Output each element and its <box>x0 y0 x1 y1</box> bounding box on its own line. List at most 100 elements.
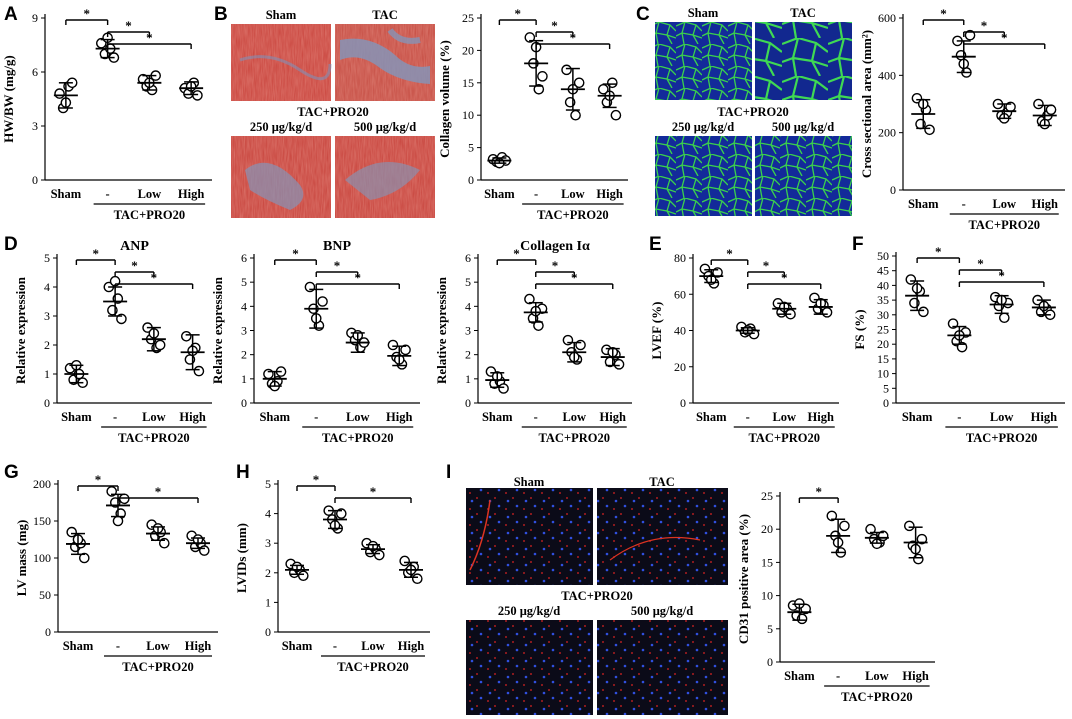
chart-f-sig-star-1: * <box>977 256 984 271</box>
chart-g-ylabel: LV mass (mg) <box>14 520 29 597</box>
chart-b-point-1-2 <box>533 83 545 95</box>
chart-b-ylabel: Collagen volume (%) <box>437 40 452 158</box>
chart-a-ytick-label-3: 9 <box>32 11 38 25</box>
micrograph-b-sham <box>231 24 332 101</box>
chart-d3-ytick-label-3: 3 <box>465 324 471 338</box>
chart-c-category-label-1: - <box>962 197 966 211</box>
chart-h-category-label-0: Sham <box>282 639 313 653</box>
chart-c: 0 200 400 600 Cross sectional area (mm²) Sham… <box>859 6 1065 232</box>
chart-b-sig-star-2: * <box>570 30 577 45</box>
chart-f-point-2-2 <box>999 312 1010 324</box>
chart-e-sig-star-1: * <box>763 258 770 273</box>
chart-g: 0 50 100 150 200 LV mass (mg) Sham - Low High TAC+… <box>14 472 218 674</box>
chart-f-category-label-3: High <box>1031 410 1057 424</box>
chart-i-category-label-3: High <box>902 669 928 683</box>
chart-i-ytick-label-3: 15 <box>761 555 773 569</box>
micrograph-b-group-label: TAC+PRO20 <box>297 105 368 119</box>
chart-f-sig-star-0: * <box>935 244 942 259</box>
chart-f-ytick-label-0: 0 <box>883 396 889 410</box>
micrograph-b-sham-label: Sham <box>266 8 297 22</box>
chart-d2-category-label-1: - <box>314 410 318 424</box>
chart-i-point-2-0 <box>865 523 876 535</box>
chart-d2-category-label-3: High <box>386 410 412 424</box>
chart-b-ytick-label-4: 20 <box>462 43 474 57</box>
chart-b-point-3-3 <box>610 109 622 121</box>
panel-label-h: H <box>236 462 250 483</box>
panel-label-b: B <box>214 4 228 25</box>
chart-d-bnp: 0 1 2 3 4 5 6 Relative expression BNP Sham - Low Hig… <box>210 239 420 445</box>
chart-e-ytick-label-4: 80 <box>674 251 686 265</box>
chart-b-point-2-2 <box>570 109 581 121</box>
chart-i-point-1-3 <box>839 520 850 532</box>
micrograph-group-i: Sham TAC TAC+PRO20 250 μg/kg/d 500 μg/kg… <box>466 475 728 715</box>
micrograph-i-group-label: TAC+PRO20 <box>561 589 632 603</box>
chart-c-ytick-label-2: 400 <box>878 68 896 82</box>
chart-b-ytick-label-3: 15 <box>462 76 474 90</box>
chart-a: 0 3 6 9 HW/BW (mg/g) Sham - Low High TAC+PRO20 * * * <box>1 6 212 222</box>
chart-b-ytick-label-0: 0 <box>468 173 474 187</box>
chart-d2-category-label-2: Low <box>346 410 370 424</box>
chart-a-point-3-3 <box>192 90 203 101</box>
chart-e-ytick-label-0: 0 <box>680 396 686 410</box>
chart-f-point-0-0 <box>905 274 917 285</box>
chart-a-sig-star-2: * <box>146 30 153 45</box>
chart-e: 0 20 40 60 80 LVEF (%) Sham - Low High TAC+PRO20 * *… <box>649 246 839 445</box>
chart-g-category-label-1: - <box>116 639 120 653</box>
chart-g-point-3-3 <box>198 545 210 556</box>
chart-d1-point-3-0 <box>181 330 192 342</box>
chart-i-category-label-1: - <box>836 669 840 683</box>
chart-d3-category-label-1: - <box>534 410 538 424</box>
chart-i-category-label-2: Low <box>865 669 889 683</box>
chart-i-point-3-0 <box>904 520 915 532</box>
chart-c-ylabel: Cross sectional area (mm²) <box>859 30 874 178</box>
chart-e-sig-star-2: * <box>781 270 788 285</box>
chart-e-ytick-label-1: 20 <box>674 360 686 374</box>
chart-d3-point-0-3 <box>498 383 509 394</box>
chart-f-ytick-label-10: 50 <box>877 249 889 263</box>
chart-b-ytick-label-5: 25 <box>462 11 474 25</box>
micrograph-i-250 <box>466 620 593 715</box>
chart-i-point-3-3 <box>916 533 928 545</box>
chart-g-sig-star-1: * <box>155 484 162 499</box>
chart-d3-ytick-label-0: 0 <box>465 396 471 410</box>
chart-f-ytick-label-6: 30 <box>877 308 889 322</box>
chart-b-sig-star-0: * <box>515 6 522 21</box>
chart-f-ytick-label-3: 15 <box>877 352 889 366</box>
chart-i-ytick-label-0: 0 <box>767 655 773 669</box>
chart-a-ytick-label-2: 6 <box>32 65 38 79</box>
chart-h-ytick-label-0: 0 <box>265 625 271 639</box>
chart-a-ytick-label-0: 0 <box>32 173 38 187</box>
micrograph-i-500 <box>597 620 728 715</box>
chart-h-category-label-1: - <box>333 639 337 653</box>
chart-c-ytick-label-3: 600 <box>878 11 896 25</box>
chart-b-category-label-1: - <box>534 187 538 201</box>
chart-d-anp: 0 1 2 3 4 5 Relative expression ANP Sham - Low High… <box>13 239 212 445</box>
panel-label-f: F <box>852 234 864 255</box>
chart-f-ytick-label-1: 5 <box>883 381 889 395</box>
chart-e-ylabel: LVEF (%) <box>649 302 664 360</box>
chart-d3-point-2-3 <box>575 339 586 351</box>
chart-b-category-label-2: Low <box>561 187 585 201</box>
chart-a-sig-star-0: * <box>84 6 91 21</box>
chart-d2-point-1-0 <box>304 281 316 293</box>
chart-b-point-2-0 <box>561 64 572 76</box>
chart-h-category-label-3: High <box>398 639 424 653</box>
chart-d3-category-label-0: Sham <box>482 410 513 424</box>
chart-g-ytick-label-4: 200 <box>33 477 51 491</box>
chart-d2-sig-star-2: * <box>355 270 362 285</box>
panel-label-c: C <box>636 4 650 25</box>
chart-c-category-label-3: High <box>1032 197 1058 211</box>
micrograph-c-250-label: 250 μg/kg/d <box>672 120 734 134</box>
chart-e-category-label-3: High <box>808 410 834 424</box>
chart-e-sig-star-0: * <box>726 246 733 261</box>
chart-d3-group-label: TAC+PRO20 <box>539 431 610 445</box>
chart-c-point-0-3 <box>924 124 935 136</box>
panel-label-d: D <box>4 234 18 255</box>
chart-d2-ytick-label-0: 0 <box>241 396 247 410</box>
chart-h-point-0-3 <box>297 570 309 582</box>
chart-b-ytick-label-2: 10 <box>462 108 474 122</box>
micrograph-i-500-label: 500 μg/kg/d <box>631 604 693 618</box>
chart-g-ytick-label-3: 150 <box>33 514 51 528</box>
chart-d3-sig-star-2: * <box>571 270 578 285</box>
